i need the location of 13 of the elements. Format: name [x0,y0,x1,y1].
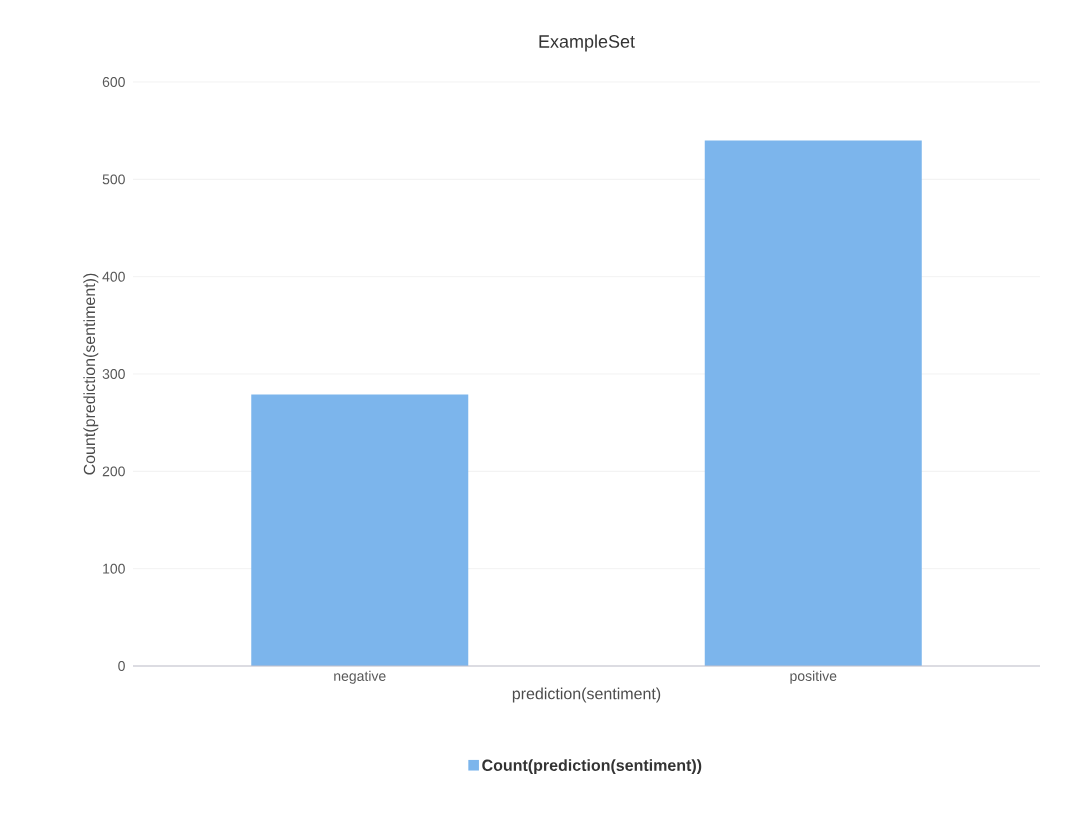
y-tick-label: 500 [102,174,125,185]
y-tick-label: 100 [103,563,125,574]
x-tick-label: positive [790,670,837,684]
y-tick-label: 400 [102,271,125,282]
y-tick-label: 0 [118,661,125,671]
y-tick-label: 200 [102,466,125,477]
y-tick-label: 300 [102,369,125,379]
y-axis-title: Count(prediction(sentiment)) [83,273,99,475]
y-tick-label: 600 [102,77,125,87]
legend-label: Count(prediction(sentiment)) [482,759,702,775]
x-axis-title: prediction(sentiment) [512,687,661,703]
chart-title: ExampleSet [539,34,635,52]
x-tick-label: negative [334,670,386,684]
